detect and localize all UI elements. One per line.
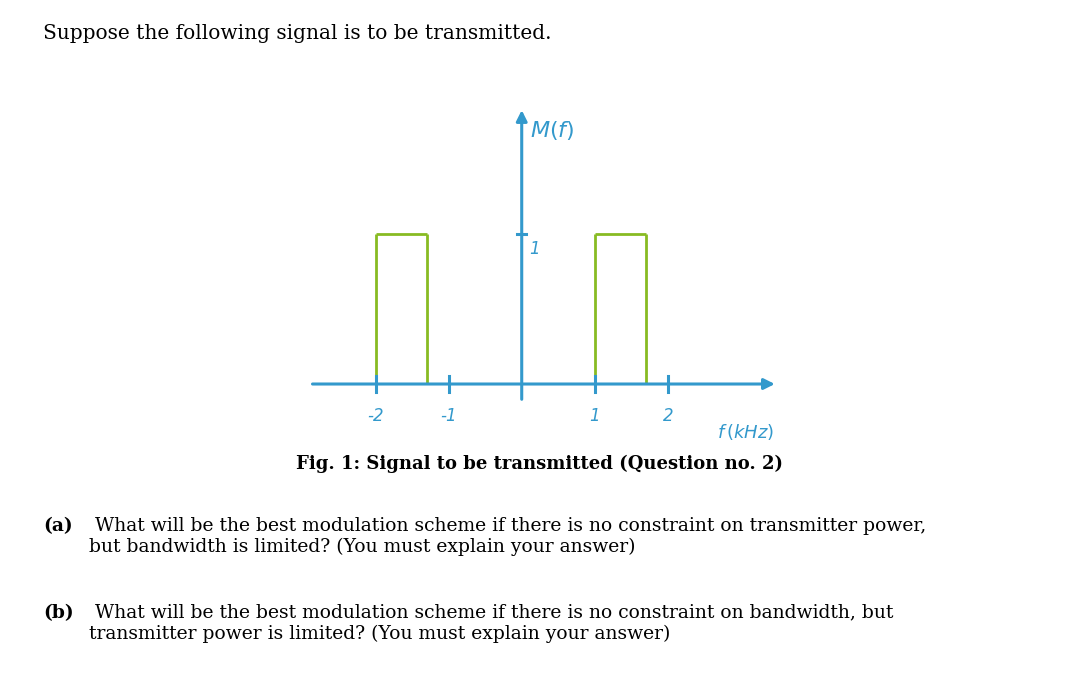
Text: $f\,(kHz)$: $f\,(kHz)$ <box>717 422 774 441</box>
Text: Suppose the following signal is to be transmitted.: Suppose the following signal is to be tr… <box>43 24 552 43</box>
Text: (a): (a) <box>43 517 72 535</box>
Text: Fig. 1: Signal to be transmitted (Question no. 2): Fig. 1: Signal to be transmitted (Questi… <box>297 455 783 473</box>
Text: 1: 1 <box>590 407 600 425</box>
Text: -1: -1 <box>441 407 457 425</box>
Text: 2: 2 <box>663 407 673 425</box>
Text: What will be the best modulation scheme if there is no constraint on transmitter: What will be the best modulation scheme … <box>89 517 926 556</box>
Text: What will be the best modulation scheme if there is no constraint on bandwidth, : What will be the best modulation scheme … <box>89 604 893 643</box>
Text: 1: 1 <box>529 239 540 257</box>
Text: -2: -2 <box>367 407 383 425</box>
Text: $M(f)$: $M(f)$ <box>530 119 575 142</box>
Text: (b): (b) <box>43 604 73 622</box>
